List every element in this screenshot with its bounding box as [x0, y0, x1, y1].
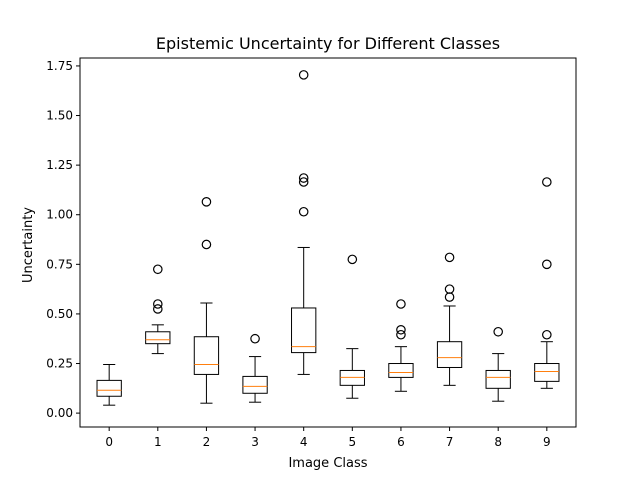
y-tick-label: 0.25: [46, 357, 73, 371]
box-iqr: [242, 375, 268, 394]
x-tick-label: 7: [446, 435, 454, 449]
y-axis-label: Uncertainty: [21, 207, 36, 283]
box-iqr: [145, 331, 171, 345]
outlier-point: [153, 304, 163, 314]
box-iqr: [291, 307, 317, 354]
x-tick-label: 9: [543, 435, 551, 449]
outlier-point: [347, 254, 358, 265]
outlier-point: [298, 173, 309, 183]
outlier-point: [250, 333, 260, 344]
outlier-point: [493, 326, 503, 337]
x-axis-label: Image Class: [288, 456, 367, 471]
y-tick-label: 0.50: [46, 307, 73, 321]
plot-area: 0.00 0.25 0.50 0.75 1.00 1.25 1.50 1.75 0 1 2 3 4 5 6 7…: [46, 57, 577, 449]
x-tick-label: 6: [397, 435, 405, 449]
y-tick-label: 1.25: [46, 158, 73, 172]
outlier-point: [153, 264, 163, 275]
chart-title: Epistemic Uncertainty for Different Clas…: [156, 34, 500, 53]
outlier-point: [444, 252, 455, 263]
outlier-point: [444, 284, 455, 294]
box-iqr: [485, 369, 511, 389]
y-tick-label: 1.00: [46, 208, 73, 222]
box-iqr: [193, 336, 220, 375]
box-iqr: [436, 341, 463, 368]
outlier-point: [542, 259, 552, 270]
outlier-point: [201, 197, 212, 207]
y-tick-label: 1.50: [46, 109, 73, 123]
outlier-point: [298, 206, 309, 217]
outlier-point: [201, 239, 212, 250]
y-tick-label: 0.75: [46, 257, 73, 271]
outlier-point: [396, 324, 406, 335]
x-tick-label: 4: [300, 435, 308, 449]
outlier-point: [542, 177, 552, 187]
box-iqr: [534, 363, 560, 382]
outlier-point: [153, 299, 163, 309]
outlier-point: [542, 329, 552, 340]
box-iqr: [388, 363, 414, 378]
outlier-point: [396, 299, 406, 309]
x-tick-label: 1: [154, 435, 162, 449]
y-tick-label: 0.00: [46, 406, 73, 420]
x-tick-label: 2: [203, 435, 211, 449]
box-iqr: [96, 379, 122, 397]
x-tick-label: 5: [348, 435, 356, 449]
y-tick-label: 1.75: [46, 59, 73, 73]
axes-frame: [79, 57, 577, 428]
outlier-point: [298, 70, 309, 80]
x-tick-label: 3: [251, 435, 259, 449]
x-tick-label: 0: [105, 435, 113, 449]
outlier-point: [298, 177, 309, 187]
x-tick-label: 8: [494, 435, 502, 449]
outlier-point: [396, 329, 406, 340]
